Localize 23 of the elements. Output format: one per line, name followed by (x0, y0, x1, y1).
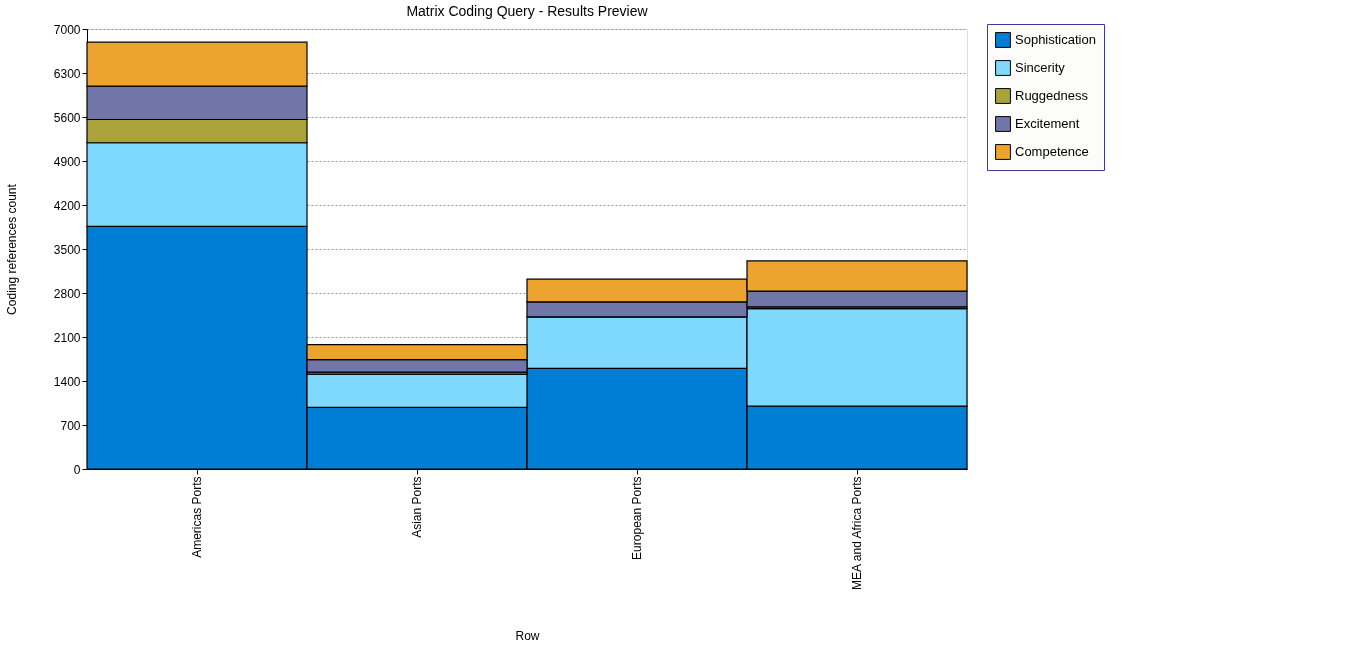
x-tick-label: MEA and Africa Ports (850, 476, 864, 590)
y-tick-label: 6300 (53, 66, 81, 81)
legend-label: Sincerity (1015, 60, 1066, 75)
y-tick-label: 0 (73, 462, 81, 477)
y-tick-label: 1400 (53, 374, 81, 389)
x-tick-label: Americas Ports (190, 476, 204, 558)
legend-label: Sophistication (1015, 32, 1096, 47)
legend-label: Ruggedness (1015, 88, 1089, 103)
y-tick-label: 700 (60, 418, 81, 433)
y-tick-label: 4900 (53, 154, 81, 169)
y-tick-label: 4200 (53, 198, 81, 213)
y-tick-label: 2100 (53, 330, 81, 345)
y-tick-label: 5600 (53, 110, 81, 125)
y-tick-label: 3500 (53, 242, 81, 257)
legend-label: Competence (1015, 144, 1089, 159)
x-axis-title: Row (515, 629, 540, 644)
chart-title: Matrix Coding Query - Results Preview (406, 3, 649, 19)
y-tick-label: 7000 (53, 22, 81, 37)
y-axis-title: Coding references count (4, 183, 19, 315)
legend-label: Excitement (1015, 116, 1080, 131)
x-tick-label: European Ports (630, 476, 644, 560)
x-tick-label: Asian Ports (410, 476, 424, 538)
y-tick-label: 2800 (53, 286, 81, 301)
